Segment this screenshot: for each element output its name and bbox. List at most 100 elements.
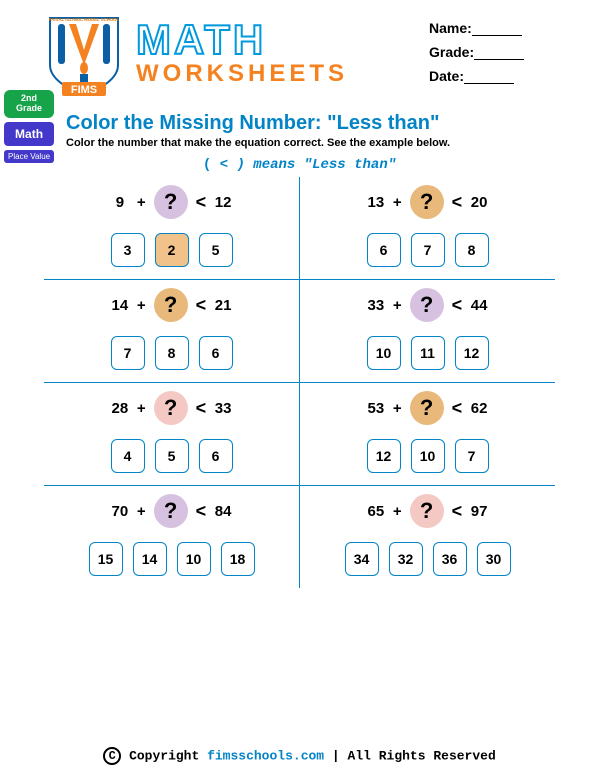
choice-box[interactable]: 32 <box>389 542 423 576</box>
instructions: Color the Missing Number: "Less than" Co… <box>66 112 579 149</box>
problem-cell: 65+?<9734323630 <box>300 486 555 588</box>
choice-box[interactable]: 12 <box>367 439 401 473</box>
choice-box[interactable]: 10 <box>367 336 401 370</box>
equation: 65+?<97 <box>304 494 551 528</box>
operand-b: 44 <box>470 297 488 314</box>
problem-cell: 14+?<21786 <box>44 280 300 382</box>
problem-row: 28+?<3345653+?<6212107 <box>44 383 555 486</box>
choice-box[interactable]: 5 <box>155 439 189 473</box>
question-mark-icon: ? <box>410 494 444 528</box>
equation: 13 +? <20 <box>304 185 551 219</box>
choices: 12 10 7 <box>304 439 551 473</box>
question-mark-icon: ? <box>154 494 188 528</box>
choice-box[interactable]: 7 <box>111 336 145 370</box>
copyright-text: Copyright <box>129 748 207 763</box>
choice-box[interactable]: 8 <box>455 233 489 267</box>
instruction-title: Color the Missing Number: "Less than" <box>66 112 579 135</box>
choice-box[interactable]: 2 <box>155 233 189 267</box>
less-than-sign: < <box>196 398 207 419</box>
choice-box[interactable]: 6 <box>199 336 233 370</box>
choice-box[interactable]: 10 <box>177 542 211 576</box>
equation: 33 +? <44 <box>304 288 551 322</box>
choices: 456 <box>48 439 295 473</box>
operand-b: 20 <box>470 194 488 211</box>
choice-box[interactable]: 8 <box>155 336 189 370</box>
less-than-sign: < <box>196 501 207 522</box>
choice-box[interactable]: 12 <box>455 336 489 370</box>
equation: 14+?<21 <box>48 288 295 322</box>
student-info: Name: Grade: Date: <box>429 10 579 92</box>
equation: 53+?<62 <box>304 391 551 425</box>
choice-box[interactable]: 7 <box>455 439 489 473</box>
choice-box[interactable]: 4 <box>111 439 145 473</box>
operand-a: 53 <box>367 400 385 417</box>
problem-cell: 70+?<8415141018 <box>44 486 300 588</box>
question-mark-icon: ? <box>154 391 188 425</box>
equation: 70+?<84 <box>48 494 295 528</box>
problem-cell: 33 +? <44 10 11 12 <box>300 280 555 382</box>
choice-box[interactable]: 3 <box>111 233 145 267</box>
less-than-sign: < <box>452 192 463 213</box>
choice-box[interactable]: 30 <box>477 542 511 576</box>
equation: 9+?<12 <box>48 185 295 219</box>
plus-sign: + <box>137 297 146 314</box>
plus-sign: + <box>393 297 402 314</box>
problem-cell: 28+?<33456 <box>44 383 300 485</box>
question-mark-icon: ? <box>410 391 444 425</box>
question-mark-icon: ? <box>410 185 444 219</box>
topic-badge: Place Value <box>4 150 54 163</box>
date-field: Date: <box>429 68 579 84</box>
question-mark-icon: ? <box>154 185 188 219</box>
choice-box[interactable]: 7 <box>411 233 445 267</box>
operand-b: 97 <box>470 503 488 520</box>
problem-row: 14+?<2178633+?<44101112 <box>44 280 555 383</box>
header: FAISAL ISLAMIC MODEL SCHOOL FIMS MATH WO… <box>0 0 599 110</box>
operand-a: 9 <box>111 194 129 211</box>
legend: ( < ) means "Less than" <box>0 157 599 173</box>
choice-box[interactable]: 6 <box>199 439 233 473</box>
question-mark-icon: ? <box>154 288 188 322</box>
problem-cell: 9+?<12325 <box>44 177 300 279</box>
choice-box[interactable]: 34 <box>345 542 379 576</box>
equation: 28+?<33 <box>48 391 295 425</box>
instruction-subtitle: Color the number that make the equation … <box>66 137 579 149</box>
title-block: MATH WORKSHEETS <box>136 10 429 88</box>
name-field: Name: <box>429 20 579 36</box>
choices: 15 14 10 18 <box>48 542 295 576</box>
less-than-sign: < <box>452 398 463 419</box>
site-link: fimsschools.com <box>207 748 324 763</box>
rights-text: | All Rights Reserved <box>332 748 496 763</box>
less-than-sign: < <box>196 295 207 316</box>
copyright-icon: C <box>103 747 121 765</box>
choice-box[interactable]: 14 <box>133 542 167 576</box>
choice-box[interactable]: 11 <box>411 336 445 370</box>
choice-box[interactable]: 10 <box>411 439 445 473</box>
question-mark-icon: ? <box>410 288 444 322</box>
side-badges: 2ndGrade Math Place Value <box>4 90 54 163</box>
problem-row: 70+?<841514101865+?<9734323630 <box>44 486 555 588</box>
logo-fims-text: FIMS <box>71 84 97 96</box>
operand-a: 13 <box>367 194 385 211</box>
grade-badge: 2ndGrade <box>4 90 54 118</box>
less-than-sign: < <box>452 295 463 316</box>
logo-top-text: FAISAL ISLAMIC MODEL SCHOOL <box>49 17 120 22</box>
operand-a: 33 <box>367 297 385 314</box>
choice-box[interactable]: 15 <box>89 542 123 576</box>
plus-sign: + <box>137 194 146 211</box>
choice-box[interactable]: 36 <box>433 542 467 576</box>
choices: 10 11 12 <box>304 336 551 370</box>
less-than-sign: < <box>196 192 207 213</box>
operand-a: 70 <box>111 503 129 520</box>
problem-grid: 9+?<1232513+?<2067814+?<2178633+?<441011… <box>44 177 555 588</box>
choice-box[interactable]: 18 <box>221 542 255 576</box>
operand-a: 65 <box>367 503 385 520</box>
operand-a: 28 <box>111 400 129 417</box>
operand-b: 84 <box>214 503 232 520</box>
less-than-sign: < <box>452 501 463 522</box>
choice-box[interactable]: 6 <box>367 233 401 267</box>
choices: 34 32 36 30 <box>304 542 551 576</box>
choice-box[interactable]: 5 <box>199 233 233 267</box>
plus-sign: + <box>393 194 402 211</box>
problem-row: 9+?<1232513+?<20678 <box>44 177 555 280</box>
operand-b: 33 <box>214 400 232 417</box>
